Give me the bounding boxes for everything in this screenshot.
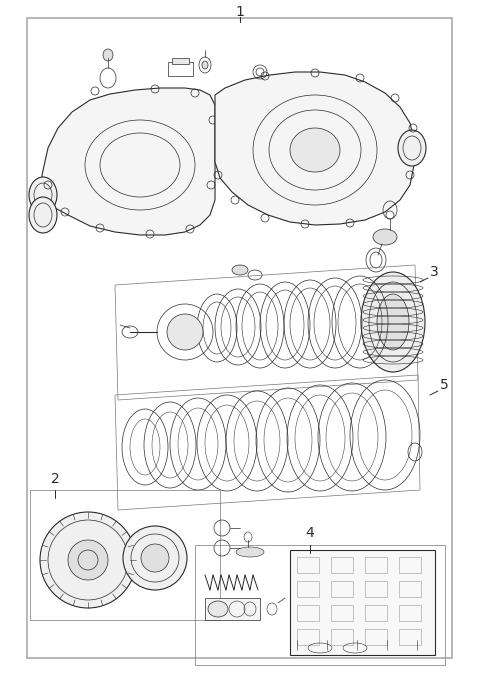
Ellipse shape <box>290 128 340 172</box>
Bar <box>331 557 353 573</box>
Bar <box>27 18 452 658</box>
Bar <box>297 605 319 621</box>
Bar <box>297 557 319 573</box>
Bar <box>30 490 220 620</box>
Bar <box>290 550 435 655</box>
Ellipse shape <box>377 294 409 350</box>
Bar <box>365 629 387 645</box>
Text: 1: 1 <box>236 5 244 19</box>
Ellipse shape <box>167 314 203 350</box>
Bar <box>297 581 319 597</box>
Ellipse shape <box>141 544 169 572</box>
Ellipse shape <box>361 272 425 372</box>
Text: 4: 4 <box>306 526 314 540</box>
Ellipse shape <box>29 177 57 213</box>
Bar <box>331 581 353 597</box>
Bar <box>205 598 260 620</box>
Text: 5: 5 <box>440 378 449 392</box>
Ellipse shape <box>202 61 208 69</box>
Bar <box>365 605 387 621</box>
Ellipse shape <box>373 229 397 245</box>
Bar <box>399 629 421 645</box>
Bar <box>331 605 353 621</box>
Ellipse shape <box>103 49 113 61</box>
Ellipse shape <box>236 547 264 557</box>
Text: 3: 3 <box>430 265 439 279</box>
Bar <box>399 581 421 597</box>
Bar <box>331 629 353 645</box>
Bar <box>365 557 387 573</box>
Text: 2: 2 <box>50 472 60 486</box>
Ellipse shape <box>208 601 228 617</box>
Ellipse shape <box>398 130 426 166</box>
Ellipse shape <box>29 197 57 233</box>
Bar <box>297 629 319 645</box>
Bar <box>168 62 193 76</box>
Bar <box>399 605 421 621</box>
Ellipse shape <box>40 512 136 608</box>
Bar <box>399 557 421 573</box>
Bar <box>195 545 445 665</box>
Ellipse shape <box>232 265 248 275</box>
Ellipse shape <box>123 526 187 590</box>
Bar <box>172 58 189 64</box>
Polygon shape <box>215 72 414 225</box>
Polygon shape <box>42 88 215 235</box>
Bar <box>365 581 387 597</box>
Ellipse shape <box>68 540 108 580</box>
